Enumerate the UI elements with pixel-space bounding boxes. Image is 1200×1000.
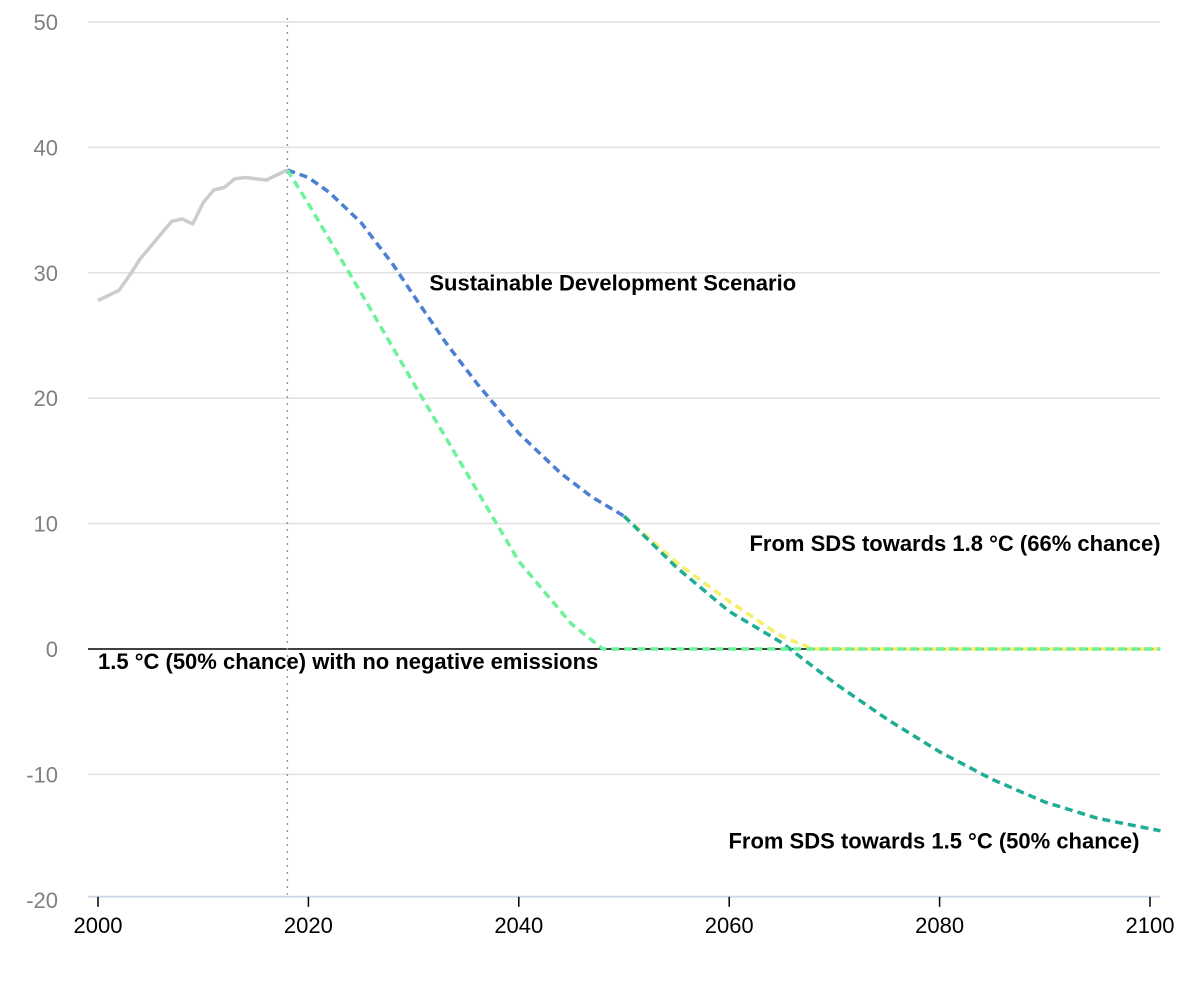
x-tick-label: 2000 [74,913,123,938]
y-tick-label: -20 [26,888,58,913]
annotation-label: From SDS towards 1.8 °C (66% chance) [749,531,1160,556]
y-tick-label: 50 [34,10,58,35]
y-tick-label: 20 [34,386,58,411]
y-tick-label: 0 [46,637,58,662]
annotation-label: From SDS towards 1.5 °C (50% chance) [728,828,1139,853]
x-tick-label: 2020 [284,913,333,938]
annotation-label: Sustainable Development Scenario [429,270,796,295]
series-line-1 [287,170,624,516]
series-lines [98,170,1161,831]
series-line-0 [98,170,287,300]
x-tick-label: 2040 [494,913,543,938]
x-tick-label: 2100 [1126,913,1175,938]
x-tick-label: 2060 [705,913,754,938]
x-axis-ticks: 2000 2020 2040 2060 2080 2100 [74,897,1175,938]
annotation-label: 1.5 °C (50% chance) with no negative emi… [98,649,598,674]
y-tick-label: 10 [34,512,58,537]
y-axis-ticks: -20 -10 0 10 20 30 40 50 [26,10,58,913]
y-tick-label: -10 [26,762,58,787]
x-tick-label: 2080 [915,913,964,938]
series-line-4 [287,170,1160,649]
series-line-3 [624,516,1161,831]
y-tick-label: 30 [34,261,58,286]
y-tick-label: 40 [34,135,58,160]
annotations: Sustainable Development Scenario From SDS… [98,270,1161,853]
